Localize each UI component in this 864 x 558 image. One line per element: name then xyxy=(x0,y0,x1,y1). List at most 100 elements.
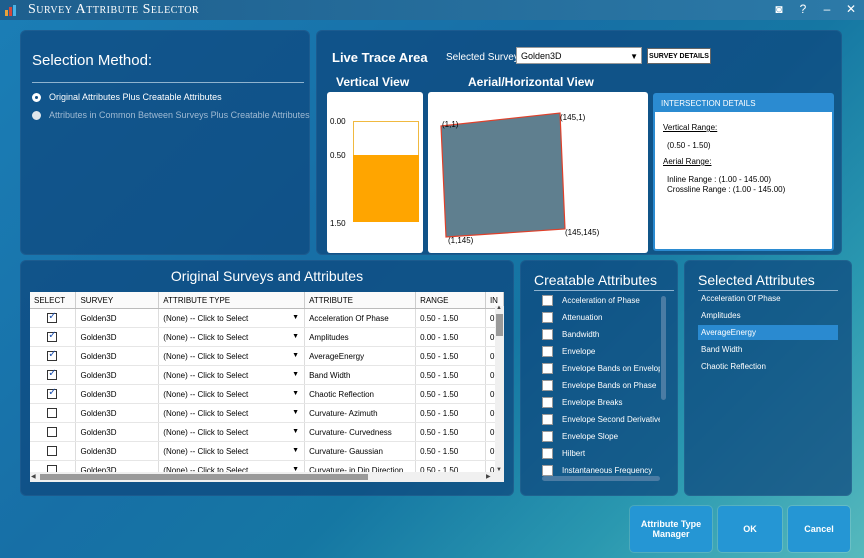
radio-unselected-icon[interactable] xyxy=(32,110,41,120)
column-header[interactable]: SELECT xyxy=(30,292,77,309)
row-select-checkbox[interactable] xyxy=(47,330,58,342)
attribute-cell-text: Acceleration Of Phase xyxy=(309,313,389,323)
creatable-checkbox[interactable] xyxy=(542,431,553,442)
range-cell-text: 0.50 - 1.50 xyxy=(420,313,459,323)
creatable-checkbox[interactable] xyxy=(542,295,553,306)
attribute-type-manager-button[interactable]: Attribute Type Manager xyxy=(630,506,712,552)
select-cell[interactable] xyxy=(30,327,77,347)
ok-button[interactable]: OK xyxy=(718,506,782,552)
select-cell[interactable] xyxy=(30,365,77,385)
scrollbar-thumb[interactable] xyxy=(496,314,503,336)
camera-icon[interactable]: ◙ xyxy=(775,2,783,16)
creatable-attribute-item[interactable]: Envelope Second Derivative xyxy=(542,414,660,425)
select-cell[interactable] xyxy=(30,308,77,328)
row-select-checkbox[interactable] xyxy=(47,311,58,323)
selected-attribute-item[interactable]: Acceleration Of Phase xyxy=(701,294,781,303)
row-select-checkbox[interactable] xyxy=(47,387,58,399)
table-vertical-scrollbar[interactable]: ▲ ▼ xyxy=(495,305,504,473)
creatable-attribute-item[interactable]: Envelope Breaks xyxy=(542,397,660,408)
attribute-type-dropdown[interactable]: (None) -- Click to Select ▼ xyxy=(158,384,306,404)
column-header[interactable]: ATTRIBUTE TYPE xyxy=(158,292,306,309)
scrollbar-thumb[interactable] xyxy=(40,474,368,480)
creatable-checkbox[interactable] xyxy=(542,380,553,391)
selected-survey-dropdown[interactable]: Golden3D ▼ xyxy=(516,47,642,64)
table-row[interactable]: Golden3D (None) -- Click to Select ▼ Band W… xyxy=(30,365,504,385)
select-cell[interactable] xyxy=(30,384,77,404)
creatable-checkbox[interactable] xyxy=(542,414,553,425)
creatable-checkbox[interactable] xyxy=(542,465,553,476)
creatable-attribute-item[interactable]: Attenuation xyxy=(542,312,660,323)
table-row[interactable]: Golden3D (None) -- Click to Select ▼ Amplit… xyxy=(30,327,504,347)
radio-selected-icon[interactable] xyxy=(32,92,41,102)
creatable-horizontal-scrollbar[interactable] xyxy=(542,476,660,481)
table-row[interactable]: Golden3D (None) -- Click to Select ▼ Curvat… xyxy=(30,441,504,461)
creatable-attribute-item[interactable]: Hilbert xyxy=(542,448,660,459)
minimize-icon[interactable]: – xyxy=(823,2,831,16)
table-row[interactable]: Golden3D (None) -- Click to Select ▼ Curvat… xyxy=(30,422,504,442)
select-cell[interactable] xyxy=(30,422,77,442)
column-header[interactable]: RANGE xyxy=(415,292,486,309)
creatable-attributes-panel: Creatable Attributes Acceleration of Pha… xyxy=(520,260,678,496)
selected-attribute-item[interactable]: Amplitudes xyxy=(701,311,741,320)
creatable-checkbox[interactable] xyxy=(542,329,553,340)
select-cell[interactable] xyxy=(30,441,77,461)
attribute-type-dropdown[interactable]: (None) -- Click to Select ▼ xyxy=(158,346,306,366)
scroll-up-icon[interactable]: ▲ xyxy=(496,305,502,311)
aerial-survey-polygon xyxy=(440,112,566,238)
survey-cell-text: Golden3D xyxy=(80,370,117,380)
select-cell[interactable] xyxy=(30,403,77,423)
creatable-attribute-item[interactable]: Envelope xyxy=(542,346,660,357)
row-select-checkbox[interactable] xyxy=(47,446,58,456)
attribute-type-dropdown[interactable]: (None) -- Click to Select ▼ xyxy=(158,403,306,423)
close-icon[interactable]: ✕ xyxy=(845,2,857,16)
column-header[interactable]: SURVEY xyxy=(75,292,160,309)
radio-common-attributes[interactable]: Attributes in Common Between Surveys Plu… xyxy=(32,110,310,120)
range-cell-text: 0.50 - 1.50 xyxy=(420,370,459,380)
row-select-checkbox[interactable] xyxy=(47,427,58,437)
attribute-type-dropdown[interactable]: (None) -- Click to Select ▼ xyxy=(158,365,306,385)
creatable-checkbox[interactable] xyxy=(542,312,553,323)
creatable-checkbox[interactable] xyxy=(542,363,553,374)
creatable-checkbox[interactable] xyxy=(542,448,553,459)
survey-cell-text: Golden3D xyxy=(80,313,117,323)
column-header[interactable]: ATTRIBUTE xyxy=(304,292,417,309)
help-icon[interactable]: ? xyxy=(799,2,807,16)
range-cell-text: 0.50 - 1.50 xyxy=(420,351,459,361)
attribute-type-dropdown[interactable]: (None) -- Click to Select ▼ xyxy=(158,327,306,347)
creatable-checkbox[interactable] xyxy=(542,397,553,408)
select-cell[interactable] xyxy=(30,346,77,366)
creatable-attribute-item[interactable]: Envelope Slope xyxy=(542,431,660,442)
scroll-right-icon[interactable]: ▶ xyxy=(486,474,491,480)
cancel-button[interactable]: Cancel xyxy=(788,506,850,552)
creatable-attribute-item[interactable]: Envelope Bands on Phase xyxy=(542,380,660,391)
selected-attribute-item[interactable]: Band Width xyxy=(701,345,743,354)
row-select-checkbox[interactable] xyxy=(47,349,58,361)
creatable-attribute-item[interactable]: Acceleration of Phase xyxy=(542,295,660,306)
row-select-checkbox[interactable] xyxy=(47,408,58,418)
creatable-checkbox[interactable] xyxy=(542,346,553,357)
table-row[interactable]: Golden3D (None) -- Click to Select ▼ Curvat… xyxy=(30,403,504,423)
selected-attribute-item[interactable]: Chaotic Reflection xyxy=(701,362,766,371)
table-horizontal-scrollbar[interactable]: ◀ ▶ xyxy=(30,472,504,482)
range-cell-text: 0.50 - 1.50 xyxy=(420,446,459,456)
table-row[interactable]: Golden3D (None) -- Click to Select ▼ Averag… xyxy=(30,346,504,366)
table-row[interactable]: Golden3D (None) -- Click to Select ▼ Accele… xyxy=(30,308,504,328)
attribute-type-dropdown[interactable]: (None) -- Click to Select ▼ xyxy=(158,308,306,328)
scroll-left-icon[interactable]: ◀ xyxy=(31,474,36,480)
attribute-cell: Curvature- Gaussian xyxy=(304,441,417,461)
survey-cell: Golden3D xyxy=(75,365,160,385)
creatable-attribute-item[interactable]: Envelope Bands on Envelope xyxy=(542,363,660,374)
creatable-vertical-scrollbar[interactable] xyxy=(661,296,666,400)
row-select-checkbox[interactable] xyxy=(47,368,58,380)
radio-original-attributes[interactable]: Original Attributes Plus Creatable Attri… xyxy=(32,92,222,102)
selected-attribute-item[interactable]: AverageEnergy xyxy=(698,325,838,340)
scroll-down-icon[interactable]: ▼ xyxy=(496,467,502,473)
attribute-type-dropdown[interactable]: (None) -- Click to Select ▼ xyxy=(158,422,306,442)
survey-details-button[interactable]: SURVEY DETAILS xyxy=(647,48,711,64)
creatable-attribute-item[interactable]: Bandwidth xyxy=(542,329,660,340)
attribute-cell-text: Curvature- in Dip Direction xyxy=(309,465,404,475)
table-row[interactable]: Golden3D (None) -- Click to Select ▼ Chaoti… xyxy=(30,384,504,404)
column-header[interactable]: IN xyxy=(485,292,504,309)
creatable-attribute-item[interactable]: Instantaneous Frequency xyxy=(542,465,660,476)
attribute-type-dropdown[interactable]: (None) -- Click to Select ▼ xyxy=(158,441,306,461)
